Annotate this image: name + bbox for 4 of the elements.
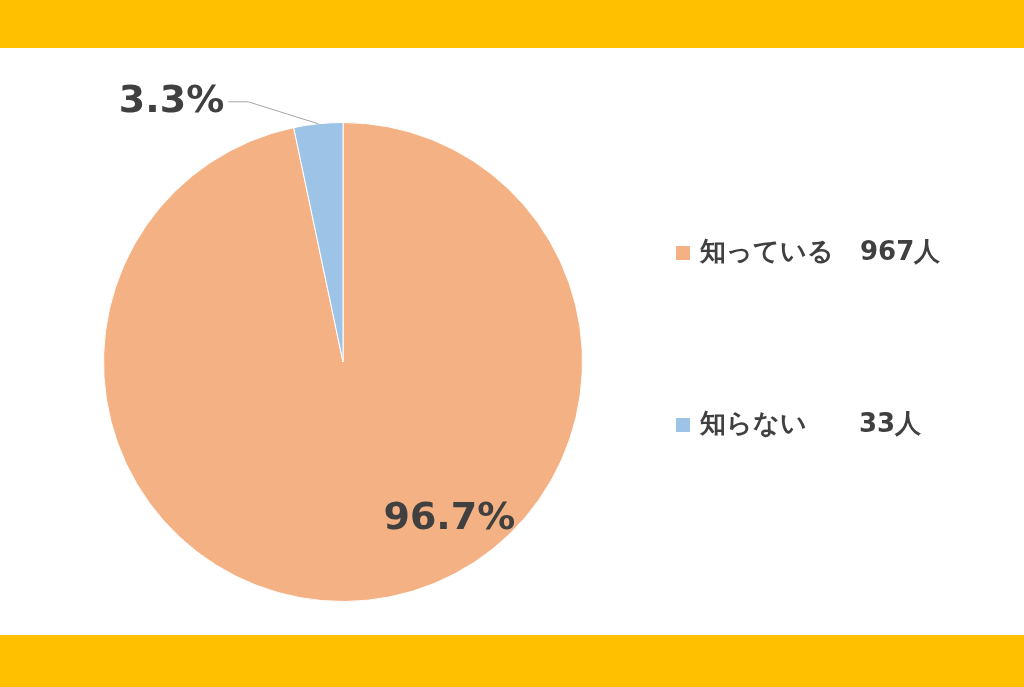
data-label: 96.7%	[383, 494, 516, 539]
legend-label: 知っている 967人	[699, 235, 942, 266]
data-label: 3.3%	[118, 76, 225, 121]
legend-label: 知らない 33人	[699, 407, 923, 438]
